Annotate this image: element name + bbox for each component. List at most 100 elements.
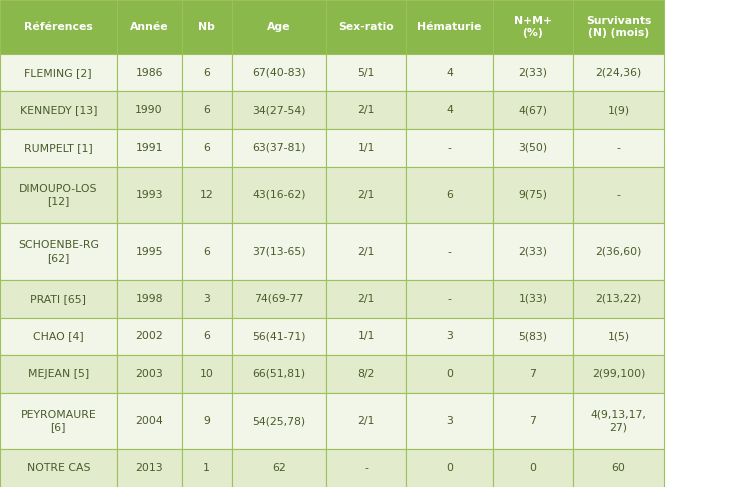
Text: PRATI [65]: PRATI [65] — [30, 294, 86, 304]
Text: 5(83): 5(83) — [518, 331, 548, 341]
Bar — [182, 223, 232, 280]
Bar — [117, 393, 182, 450]
Text: 3: 3 — [203, 294, 210, 304]
Text: 2004: 2004 — [135, 416, 163, 426]
Text: 4(67): 4(67) — [518, 105, 548, 115]
Bar — [232, 318, 326, 355]
Bar — [232, 280, 326, 318]
Text: Age: Age — [267, 22, 291, 32]
Text: 4: 4 — [446, 105, 453, 115]
Bar — [326, 129, 406, 167]
Bar — [326, 92, 406, 129]
Bar — [493, 167, 573, 223]
Bar — [326, 450, 406, 487]
Text: 2002: 2002 — [135, 331, 163, 341]
Text: 6: 6 — [203, 247, 210, 257]
Text: 9: 9 — [203, 416, 210, 426]
Text: Nb: Nb — [199, 22, 215, 32]
Text: 37(13-65): 37(13-65) — [252, 247, 306, 257]
Text: 10: 10 — [200, 369, 213, 379]
Bar — [493, 129, 573, 167]
Text: 2/1: 2/1 — [357, 416, 375, 426]
Bar — [493, 393, 573, 450]
Text: 9(75): 9(75) — [518, 190, 548, 200]
Bar — [326, 318, 406, 355]
Bar — [182, 0, 232, 54]
Text: 2/1: 2/1 — [357, 190, 375, 200]
Bar — [117, 223, 182, 280]
Bar — [117, 280, 182, 318]
Text: 1/1: 1/1 — [357, 143, 375, 153]
Text: 2(13,22): 2(13,22) — [596, 294, 641, 304]
Text: RUMPELT [1]: RUMPELT [1] — [24, 143, 93, 153]
Text: 6: 6 — [203, 331, 210, 341]
Bar — [573, 393, 664, 450]
Text: 1: 1 — [203, 463, 210, 473]
Text: 2(33): 2(33) — [518, 68, 548, 77]
Text: 6: 6 — [203, 143, 210, 153]
Text: SCHOENBE-RG
[62]: SCHOENBE-RG [62] — [18, 241, 99, 263]
Bar — [573, 450, 664, 487]
Text: 1(9): 1(9) — [607, 105, 630, 115]
Bar — [117, 0, 182, 54]
Bar — [117, 92, 182, 129]
Bar — [117, 54, 182, 92]
Bar — [573, 0, 664, 54]
Text: MEJEAN [5]: MEJEAN [5] — [28, 369, 89, 379]
Bar — [406, 129, 493, 167]
Bar — [182, 318, 232, 355]
Bar — [493, 355, 573, 393]
Bar — [573, 280, 664, 318]
Bar — [573, 92, 664, 129]
Text: 2(33): 2(33) — [518, 247, 548, 257]
Bar — [493, 0, 573, 54]
Text: DIMOUPO-LOS
[12]: DIMOUPO-LOS [12] — [19, 184, 97, 206]
Text: FLEMING [2]: FLEMING [2] — [24, 68, 92, 77]
Text: 2/1: 2/1 — [357, 294, 375, 304]
Bar — [493, 92, 573, 129]
Bar — [232, 355, 326, 393]
Text: 56(41-71): 56(41-71) — [252, 331, 306, 341]
Text: 63(37-81): 63(37-81) — [252, 143, 306, 153]
Bar — [406, 318, 493, 355]
Bar — [182, 129, 232, 167]
Text: -: - — [447, 247, 452, 257]
Text: 0: 0 — [529, 463, 537, 473]
Text: N+M+
(%): N+M+ (%) — [514, 16, 552, 38]
Bar — [117, 167, 182, 223]
Bar — [232, 92, 326, 129]
Bar — [0, 280, 117, 318]
Text: 12: 12 — [200, 190, 213, 200]
Bar — [0, 92, 117, 129]
Text: -: - — [447, 143, 452, 153]
Text: -: - — [616, 190, 621, 200]
Text: 3: 3 — [446, 416, 453, 426]
Text: Année: Année — [130, 22, 168, 32]
Text: Sex-ratio: Sex-ratio — [338, 22, 394, 32]
Text: 4(9,13,17,
27): 4(9,13,17, 27) — [590, 410, 646, 432]
Bar — [573, 223, 664, 280]
Bar — [573, 318, 664, 355]
Bar — [326, 167, 406, 223]
Text: 0: 0 — [446, 369, 453, 379]
Text: 1995: 1995 — [135, 247, 163, 257]
Text: 6: 6 — [446, 190, 453, 200]
Bar — [406, 280, 493, 318]
Text: 1991: 1991 — [135, 143, 163, 153]
Bar — [232, 450, 326, 487]
Bar — [232, 167, 326, 223]
Text: 1/1: 1/1 — [357, 331, 375, 341]
Text: 2/1: 2/1 — [357, 105, 375, 115]
Text: -: - — [364, 463, 368, 473]
Bar — [406, 92, 493, 129]
Bar — [182, 280, 232, 318]
Bar — [493, 318, 573, 355]
Text: 2003: 2003 — [135, 369, 163, 379]
Bar — [117, 450, 182, 487]
Bar — [182, 167, 232, 223]
Bar — [326, 393, 406, 450]
Bar — [232, 393, 326, 450]
Text: 1990: 1990 — [135, 105, 163, 115]
Bar — [493, 280, 573, 318]
Text: 4: 4 — [446, 68, 453, 77]
